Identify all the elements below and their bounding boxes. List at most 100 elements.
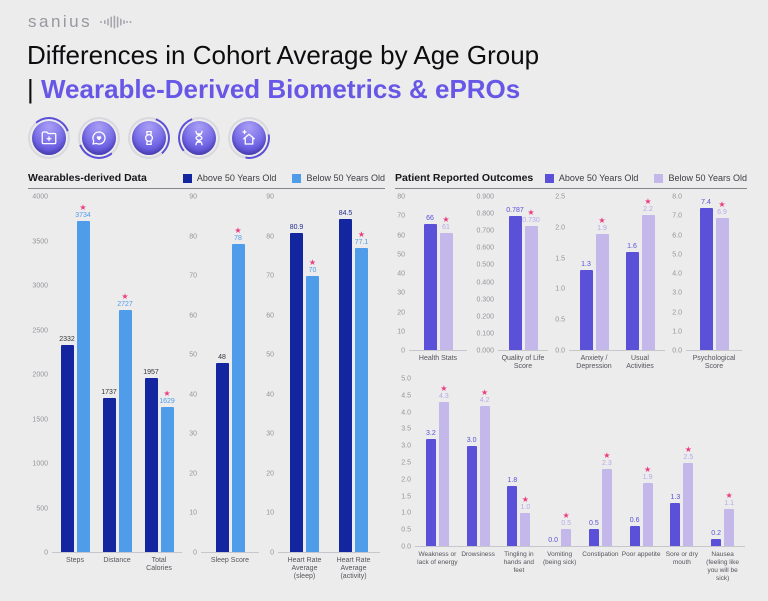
bar-psychological-score-below-50-years-old[interactable]: ★ 6.9 bbox=[715, 200, 729, 350]
bar-value-label: 1737 bbox=[101, 388, 117, 396]
bar-distance-above-50-years-old[interactable]: 1737 bbox=[101, 389, 117, 552]
bar-sleep-score-above-50-years-old[interactable]: 48 bbox=[215, 354, 229, 552]
sleep-score-chart: 0 10 20 30 40 50 60 70 80 90 48 ★ 78 Sleep Score bbox=[187, 193, 259, 565]
bar-anxiety-depression-above-50-years-old[interactable]: 1.3 bbox=[579, 261, 593, 350]
bar-steps-below-50-years-old[interactable]: ★ 3734 bbox=[75, 203, 91, 552]
y-tick-label: 70 bbox=[397, 212, 405, 220]
legend-swatch bbox=[182, 173, 192, 183]
significance-star-icon: ★ bbox=[308, 257, 317, 267]
bar-total-calories-above-50-years-old[interactable]: 1957 bbox=[143, 369, 159, 552]
y-tick-label: 3500 bbox=[32, 238, 48, 245]
bar-steps-above-50-years-old[interactable]: 2332 bbox=[59, 336, 75, 552]
bar-sleep-score-below-50-years-old[interactable]: ★ 78 bbox=[231, 226, 245, 552]
symptom-burden-plot: 0.0 0.5 1.0 1.5 2.0 2.5 3.0 3.5 4.0 4.5 5.0 3.2 ★ 4.3… bbox=[395, 376, 745, 583]
home-care-button[interactable] bbox=[228, 117, 270, 159]
bar-heart-rate-average-sleep-below-50-years-old[interactable]: ★ 70 bbox=[306, 258, 319, 552]
bar-sore-or-dry-mouth-above-50-years-old[interactable]: 1.3 bbox=[670, 494, 681, 546]
bar-poor-appetite-above-50-years-old[interactable]: 0.6 bbox=[629, 517, 640, 546]
quality-of-life-plot: 0.000 0.100 0.200 0.300 0.400 0.500 0.600 0.700… bbox=[472, 194, 548, 371]
significance-star-icon: ★ bbox=[440, 384, 448, 394]
quality-of-life-chart: 0.000 0.100 0.200 0.300 0.400 0.500 0.600 0.700… bbox=[472, 194, 548, 371]
x-category-label: Vomiting (being sick) bbox=[543, 551, 577, 566]
y-tick-label: 500 bbox=[36, 505, 48, 512]
significance-star-icon: ★ bbox=[718, 200, 726, 210]
bar-weakness-or-lack-of-energy-above-50-years-old[interactable]: 3.2 bbox=[425, 430, 436, 546]
y-tick-label: 2.0 bbox=[672, 309, 682, 316]
bar-label-stack: 1.8 bbox=[508, 477, 518, 485]
y-axis: 0.0 1.0 2.0 3.0 4.0 5.0 6.0 7.0 8.0 bbox=[670, 194, 686, 355]
bar-label-stack: ★ 1629 bbox=[159, 389, 175, 406]
y-tick-label: 90 bbox=[266, 193, 274, 201]
significance-star-icon: ★ bbox=[684, 444, 692, 454]
bar-usual-activities-above-50-years-old[interactable]: 1.6 bbox=[625, 243, 639, 350]
bar-anxiety-depression-below-50-years-old[interactable]: ★ 1.9 bbox=[595, 216, 609, 350]
plot-area: 3.2 ★ 4.3 3.0 ★ 4.2 1.8 ★ 1.0 0.0 ★ 0.5 0.5 ★ 2.3 0.6 ★ 1… bbox=[415, 379, 745, 547]
y-tick-label: 2.5 bbox=[401, 459, 411, 467]
bar-tingling-in-hands-and-feet-below-50-years-old[interactable]: ★ 1.0 bbox=[520, 495, 531, 546]
bar-heart-rate-average-activity-above-50-years-old[interactable]: 84.5 bbox=[339, 210, 352, 552]
y-tick-label: 4000 bbox=[32, 193, 48, 201]
y-tick-label: 10 bbox=[397, 328, 405, 336]
bar-health-stats-above-50-years-old[interactable]: 66 bbox=[423, 215, 437, 350]
bar-sore-or-dry-mouth-below-50-years-old[interactable]: ★ 2.5 bbox=[683, 445, 694, 546]
legend-item-below-50: Below 50 Years Old bbox=[292, 173, 385, 183]
bar-health-stats-below-50-years-old[interactable]: ★ 61 bbox=[439, 215, 453, 350]
significance-star-icon: ★ bbox=[562, 511, 570, 521]
y-tick-label: 3000 bbox=[32, 282, 48, 290]
y-tick-label: 90 bbox=[189, 193, 197, 201]
y-tick-label: 0.300 bbox=[476, 296, 494, 304]
bar-nausea-feeling-like-you-will-be-sick-below-50-years-old[interactable]: ★ 1.1 bbox=[724, 491, 735, 546]
bar-usual-activities-below-50-years-old[interactable]: ★ 2.2 bbox=[641, 197, 655, 350]
bar-distance-below-50-years-old[interactable]: ★ 2727 bbox=[117, 292, 133, 552]
bar-heart-rate-average-sleep-above-50-years-old[interactable]: 80.9 bbox=[290, 224, 303, 552]
bar-psychological-score-above-50-years-old[interactable]: 7.4 bbox=[699, 199, 713, 350]
y-tick-label: 0.400 bbox=[476, 279, 494, 287]
bar-quality-of-life-score-above-50-years-old[interactable]: 0.787 bbox=[506, 207, 524, 350]
bar-constipation-above-50-years-old[interactable]: 0.5 bbox=[588, 520, 599, 546]
y-tick-label: 0 bbox=[193, 549, 197, 557]
bar-group-drowsiness: 3.0 ★ 4.2 bbox=[466, 379, 490, 546]
bar-label-stack: 80.9 bbox=[290, 224, 304, 232]
bar-label-stack: 0.0 bbox=[548, 537, 558, 545]
bar-total-calories-below-50-years-old[interactable]: ★ 1629 bbox=[159, 389, 175, 552]
y-tick-label: 80 bbox=[266, 233, 274, 241]
bar-group-vomiting-being-sick: 0.0 ★ 0.5 bbox=[548, 379, 572, 546]
bar-nausea-feeling-like-you-will-be-sick-above-50-years-old[interactable]: 0.2 bbox=[711, 530, 722, 546]
dna-button[interactable] bbox=[178, 117, 220, 159]
bar-value-label: 3734 bbox=[75, 211, 91, 219]
bar-poor-appetite-below-50-years-old[interactable]: ★ 1.9 bbox=[642, 465, 653, 546]
y-tick-label: 2000 bbox=[32, 371, 48, 379]
bar-label-stack: 0.787 bbox=[506, 207, 524, 215]
folder-add-button[interactable] bbox=[28, 117, 70, 159]
bar-tingling-in-hands-and-feet-above-50-years-old[interactable]: 1.8 bbox=[507, 477, 518, 546]
x-axis-labels: Weakness or lack of energy Drowsiness Ting… bbox=[415, 547, 745, 583]
x-axis-labels: Psychological Score bbox=[686, 351, 742, 371]
health-stats-plot: 0 10 20 30 40 50 60 70 80 66 ★ 61 Health Stats bbox=[395, 194, 467, 363]
bar-value-label: 4.2 bbox=[479, 396, 490, 404]
bar-vomiting-being-sick-below-50-years-old[interactable]: ★ 0.5 bbox=[561, 511, 572, 546]
y-tick-label: 0 bbox=[401, 347, 405, 355]
bar-drowsiness-below-50-years-old[interactable]: ★ 4.2 bbox=[479, 388, 490, 546]
y-tick-label: 40 bbox=[397, 270, 405, 278]
bar-constipation-below-50-years-old[interactable]: ★ 2.3 bbox=[601, 451, 612, 546]
y-tick-label: 1000 bbox=[32, 460, 48, 468]
y-tick-label: 1.5 bbox=[401, 493, 411, 501]
bar-quality-of-life-score-below-50-years-old[interactable]: ★ 0.730 bbox=[522, 208, 540, 350]
bar-value-label: 1.9 bbox=[597, 224, 607, 232]
bar-value-label: 0.5 bbox=[589, 520, 599, 528]
bar-weakness-or-lack-of-energy-below-50-years-old[interactable]: ★ 4.3 bbox=[438, 384, 449, 546]
y-tick-label: 0.500 bbox=[476, 261, 494, 269]
bar-drowsiness-above-50-years-old[interactable]: 3.0 bbox=[466, 437, 477, 546]
bar-group-usual-activities: 1.6 ★ 2.2 bbox=[625, 197, 655, 350]
bar-value-label: 2.3 bbox=[602, 460, 612, 468]
chat-heart-button[interactable] bbox=[78, 117, 120, 159]
significance-star-icon: ★ bbox=[527, 207, 535, 217]
bar-value-label: 66 bbox=[426, 214, 434, 222]
bar-heart-rate-average-activity-below-50-years-old[interactable]: ★ 77.1 bbox=[355, 230, 368, 552]
x-category-label: Steps bbox=[66, 557, 84, 564]
bar-label-stack: ★ 78 bbox=[234, 226, 242, 243]
bar-label-stack: ★ 70 bbox=[309, 258, 317, 275]
y-tick-label: 0 bbox=[270, 549, 274, 557]
watch-button[interactable] bbox=[128, 117, 170, 159]
y-axis: 0 500 1000 1500 2000 2500 3000 3500 4000 bbox=[28, 193, 52, 557]
